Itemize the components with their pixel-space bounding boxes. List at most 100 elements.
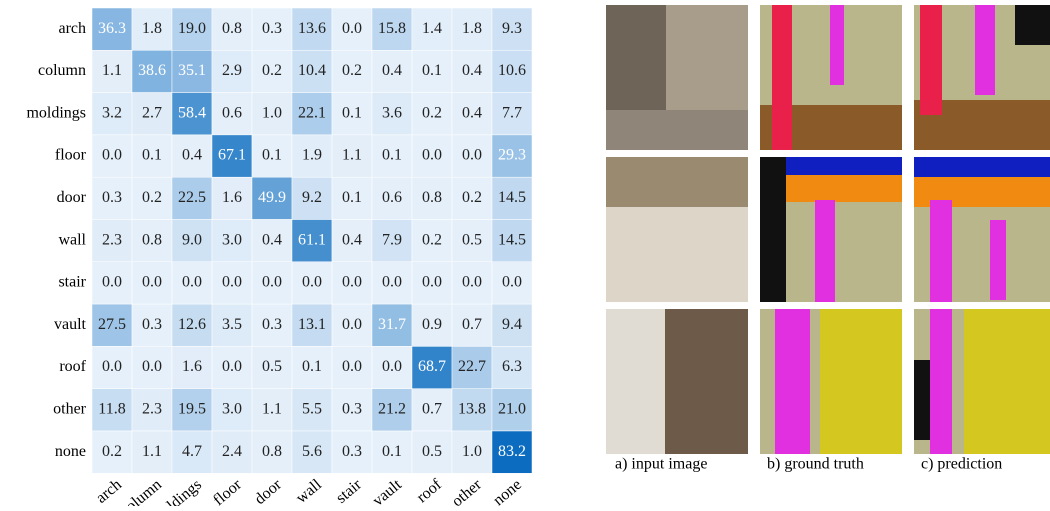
cell-label: 1.1 bbox=[142, 443, 162, 460]
caption: b) ground truth bbox=[767, 456, 864, 473]
cell bbox=[331, 303, 373, 347]
cell-label: 0.0 bbox=[342, 358, 362, 375]
x-tick-label: vault bbox=[369, 476, 405, 506]
row-label: arch bbox=[58, 20, 86, 37]
x-tick-label: arch bbox=[93, 476, 125, 506]
cell bbox=[131, 388, 173, 432]
cell-label: 3.2 bbox=[102, 104, 122, 121]
cell-label: 1.4 bbox=[422, 20, 442, 37]
cell-label: 19.5 bbox=[178, 401, 206, 418]
row-label: floor bbox=[55, 147, 87, 164]
cell bbox=[91, 430, 133, 474]
cell bbox=[91, 7, 133, 51]
cell-label: 14.5 bbox=[498, 189, 526, 206]
cell-label: 0.4 bbox=[342, 231, 362, 248]
cell-label: 0.3 bbox=[342, 401, 362, 418]
cell-label: 3.5 bbox=[222, 316, 242, 333]
input-image-part bbox=[606, 110, 748, 150]
cell-label: 0.1 bbox=[382, 443, 402, 460]
cell-label: 27.5 bbox=[98, 316, 126, 333]
cell bbox=[411, 50, 453, 93]
cell-label: 61.1 bbox=[298, 231, 326, 248]
cell-label: 0.0 bbox=[422, 147, 442, 164]
cell-label: 1.0 bbox=[262, 104, 282, 121]
cell bbox=[411, 176, 453, 220]
prediction-part bbox=[975, 5, 995, 95]
cell-label: 0.3 bbox=[342, 443, 362, 460]
prediction-part bbox=[930, 309, 952, 454]
cell-label: 15.8 bbox=[378, 20, 406, 37]
cell bbox=[411, 430, 453, 474]
cell-label: 38.6 bbox=[138, 62, 166, 79]
cell-label: 0.7 bbox=[422, 401, 442, 418]
cell-label: 12.6 bbox=[178, 316, 206, 333]
cell bbox=[131, 261, 173, 305]
prediction-part bbox=[914, 360, 930, 440]
cell bbox=[331, 430, 373, 474]
row-label: wall bbox=[58, 231, 86, 248]
cell-label: 1.6 bbox=[222, 189, 242, 206]
cell bbox=[171, 92, 213, 136]
cell bbox=[491, 176, 533, 220]
cell bbox=[411, 261, 453, 305]
row-label: stair bbox=[58, 274, 86, 291]
cell bbox=[211, 50, 253, 93]
cell bbox=[251, 7, 293, 51]
cell-label: 3.0 bbox=[222, 231, 242, 248]
row-label: door bbox=[57, 189, 87, 206]
cell bbox=[291, 134, 333, 178]
cell bbox=[131, 50, 173, 93]
cell bbox=[131, 346, 173, 389]
cell-label: 0.1 bbox=[382, 147, 402, 164]
cell-label: 0.4 bbox=[462, 104, 482, 121]
cell bbox=[371, 346, 413, 389]
cell bbox=[371, 92, 413, 136]
cell-label: 0.2 bbox=[102, 443, 122, 460]
cell-label: 22.5 bbox=[178, 189, 206, 206]
cell bbox=[331, 7, 373, 51]
cell-label: 0.4 bbox=[462, 62, 482, 79]
cell bbox=[291, 7, 333, 51]
cell bbox=[411, 303, 453, 347]
cell-label: 0.0 bbox=[302, 274, 322, 291]
cell bbox=[371, 303, 413, 347]
input-image-part bbox=[665, 309, 748, 454]
cell bbox=[211, 134, 253, 178]
cell bbox=[451, 346, 493, 389]
cell-label: 0.2 bbox=[342, 62, 362, 79]
cell bbox=[131, 176, 173, 220]
x-tick-label: floor bbox=[210, 476, 245, 506]
caption: c) prediction bbox=[921, 456, 1002, 473]
cell-label: 0.0 bbox=[342, 274, 362, 291]
cell bbox=[291, 303, 333, 347]
cell-label: 22.1 bbox=[298, 104, 326, 121]
cell-label: 21.0 bbox=[498, 401, 526, 418]
cell bbox=[451, 134, 493, 178]
cell bbox=[331, 134, 373, 178]
cell-label: 0.3 bbox=[262, 20, 282, 37]
cell-label: 0.1 bbox=[262, 147, 282, 164]
ground-truth-part bbox=[815, 200, 835, 302]
cell-label: 3.0 bbox=[222, 401, 242, 418]
row-label: column bbox=[38, 62, 86, 79]
cell-label: 1.0 bbox=[462, 443, 482, 460]
cell bbox=[291, 176, 333, 220]
cell bbox=[91, 346, 133, 389]
cell-label: 0.8 bbox=[222, 20, 242, 37]
cell bbox=[291, 346, 333, 389]
cell bbox=[211, 176, 253, 220]
cell-label: 0.0 bbox=[222, 274, 242, 291]
cell bbox=[171, 430, 213, 474]
cell-label: 0.2 bbox=[462, 189, 482, 206]
cell bbox=[371, 388, 413, 432]
cell bbox=[211, 7, 253, 51]
row-label: other bbox=[53, 401, 87, 418]
cell-label: 22.7 bbox=[458, 358, 486, 375]
cell bbox=[451, 176, 493, 220]
cell-label: 1.9 bbox=[302, 147, 322, 164]
cell-label: 14.5 bbox=[498, 231, 526, 248]
cell-label: 10.4 bbox=[298, 62, 326, 79]
cell-label: 0.0 bbox=[422, 274, 442, 291]
cell-label: 2.9 bbox=[222, 62, 242, 79]
cell bbox=[171, 388, 213, 432]
